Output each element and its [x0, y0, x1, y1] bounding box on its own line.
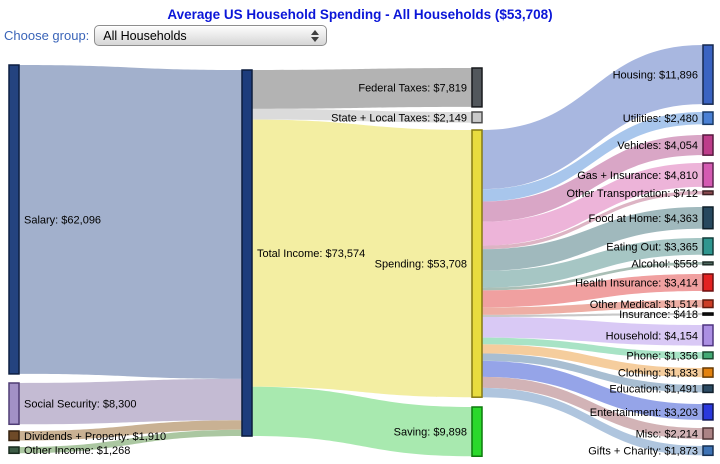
sankey-node-label-social_security: Social Security: $8,300: [24, 399, 137, 411]
choose-group-label: Choose group:: [4, 28, 90, 43]
chevron-up-icon: [310, 29, 319, 35]
sankey-node-label-phone: Phone: $1,356: [626, 350, 698, 362]
sankey-node-label-eating_out: Eating Out: $3,365: [606, 241, 698, 253]
sankey-node-total_income[interactable]: [241, 69, 253, 437]
page-title: Average US Household Spending - All Hous…: [167, 7, 553, 22]
sankey-node-alcohol[interactable]: [702, 261, 714, 266]
sankey-node-label-misc: Misc: $2,214: [636, 429, 698, 441]
sankey-link-spending-to-insurance: [482, 313, 703, 317]
sankey-node-federal_taxes[interactable]: [471, 67, 483, 108]
sankey-node-label-spending: Spending: $53,708: [375, 259, 467, 271]
sankey-node-label-entertainment: Entertainment: $3,203: [590, 407, 698, 419]
sankey-node-food_at_home[interactable]: [702, 206, 714, 230]
sankey-node-label-salary: Salary: $62,096: [24, 214, 101, 226]
group-controls: Choose group: All Households: [4, 25, 328, 46]
sankey-node-label-food_at_home: Food at Home: $4,363: [589, 213, 698, 225]
sankey-link-spending-to-other_medical: [482, 300, 703, 315]
sankey-link-total_income-to-spending: [252, 119, 472, 398]
sankey-node-other_income[interactable]: [8, 446, 20, 455]
sankey-link-other_income-to-total_income: [19, 429, 242, 454]
sankey-node-label-education: Education: $1,491: [609, 384, 698, 396]
sankey-node-label-housing: Housing: $11,896: [613, 70, 698, 82]
sankey-link-spending-to-housing: [482, 45, 703, 190]
sankey-node-label-dividends_property: Dividends + Property: $1,910: [24, 431, 166, 443]
sankey-link-social_security-to-total_income: [19, 378, 242, 425]
sankey-node-state_local_taxes[interactable]: [471, 111, 483, 124]
sankey-node-saving[interactable]: [471, 406, 483, 457]
sankey-node-label-saving: Saving: $9,898: [394, 427, 467, 439]
sankey-link-spending-to-health_insurance: [482, 274, 703, 308]
sankey-node-utilities[interactable]: [702, 111, 714, 126]
sankey-node-gifts_charity[interactable]: [702, 445, 714, 457]
sankey-link-spending-to-entertainment: [482, 360, 703, 420]
sankey-node-label-federal_taxes: Federal Taxes: $7,819: [358, 82, 467, 94]
sankey-node-label-other_income: Other Income: $1,268: [24, 445, 130, 457]
sankey-link-spending-to-household: [482, 316, 703, 346]
sankey-node-label-clothing: Clothing: $1,833: [618, 368, 698, 380]
sankey-node-health_insurance[interactable]: [702, 273, 714, 292]
group-select[interactable]: All Households: [94, 25, 328, 46]
sankey-node-gas_insurance[interactable]: [702, 162, 714, 188]
sankey-node-misc[interactable]: [702, 427, 714, 440]
sankey-node-label-household: Household: $4,154: [606, 330, 698, 342]
sankey-node-label-utilities: Utilities: $2,480: [623, 113, 698, 125]
sankey-node-other_transportation[interactable]: [702, 190, 714, 196]
sankey-node-label-insurance: Insurance: $418: [619, 309, 698, 321]
sankey-link-spending-to-education: [482, 353, 703, 393]
sankey-link-spending-to-food_at_home: [482, 207, 703, 271]
sankey-link-salary-to-total_income: [19, 65, 242, 379]
sankey-node-label-total_income: Total Income: $73,574: [257, 248, 365, 260]
sankey-link-spending-to-clothing: [482, 344, 703, 378]
sankey-link-dividends_property-to-total_income: [19, 420, 242, 441]
sankey-link-spending-to-gifts_charity: [482, 387, 703, 456]
sankey-node-label-gas_insurance: Gas + Insurance: $4,810: [577, 170, 698, 182]
sankey-link-spending-to-other_transportation: [482, 191, 703, 250]
sankey-node-entertainment[interactable]: [702, 403, 714, 421]
sankey-node-label-other_medical: Other Medical: $1,514: [590, 299, 698, 311]
chevron-down-icon: [310, 36, 319, 42]
sankey-node-label-state_local_taxes: State + Local Taxes: $2,149: [331, 112, 467, 124]
sankey-node-education[interactable]: [702, 384, 714, 394]
sankey-link-spending-to-phone: [482, 337, 703, 359]
sankey-node-social_security[interactable]: [8, 382, 20, 426]
sankey-node-other_medical[interactable]: [702, 299, 714, 309]
sankey-link-spending-to-eating_out: [482, 238, 703, 288]
sankey-node-label-health_insurance: Health Insurance: $3,414: [575, 277, 698, 289]
sankey-link-total_income-to-saving: [252, 386, 472, 457]
sankey-node-insurance[interactable]: [702, 312, 714, 316]
sankey-link-spending-to-vehicles: [482, 135, 703, 222]
sankey-link-total_income-to-federal_taxes: [252, 68, 472, 109]
sankey-link-total_income-to-state_local_taxes: [252, 108, 472, 123]
sankey-link-spending-to-misc: [482, 376, 703, 440]
sankey-node-clothing[interactable]: [702, 367, 714, 378]
sankey-node-vehicles[interactable]: [702, 134, 714, 156]
select-stepper-icon: [310, 29, 319, 42]
sankey-node-dividends_property[interactable]: [8, 430, 20, 442]
sankey-node-eating_out[interactable]: [702, 237, 714, 256]
sankey-node-label-vehicles: Vehicles: $4,054: [617, 140, 698, 152]
sankey-node-housing[interactable]: [702, 44, 714, 105]
group-select-value: All Households: [103, 28, 187, 43]
sankey-node-household[interactable]: [702, 324, 714, 347]
sankey-node-label-other_transportation: Other Transportation: $712: [567, 188, 698, 200]
sankey-node-label-gifts_charity: Gifts + Charity: $1,873: [588, 446, 698, 458]
sankey-link-spending-to-alcohol: [482, 262, 703, 291]
sankey-link-spending-to-gas_insurance: [482, 163, 703, 246]
sankey-link-spending-to-utilities: [482, 112, 703, 202]
sankey-node-phone[interactable]: [702, 351, 714, 360]
sankey-node-spending[interactable]: [471, 129, 483, 398]
sankey-node-label-alcohol: Alcohol: $558: [631, 258, 698, 270]
sankey-node-salary[interactable]: [8, 64, 20, 375]
